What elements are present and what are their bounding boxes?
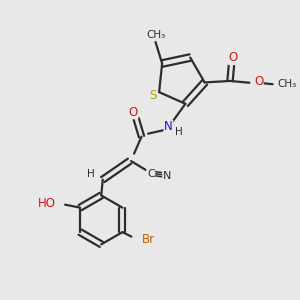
Text: HO: HO — [38, 197, 56, 210]
Text: S: S — [149, 89, 156, 102]
Text: N: N — [163, 171, 171, 181]
Text: O: O — [129, 106, 138, 119]
Text: N: N — [164, 120, 173, 133]
Text: H: H — [87, 169, 95, 179]
Text: CH₃: CH₃ — [278, 79, 297, 88]
Text: O: O — [254, 75, 263, 88]
Text: C: C — [147, 169, 155, 178]
Text: O: O — [228, 52, 238, 64]
Text: Br: Br — [142, 233, 155, 246]
Text: H: H — [175, 127, 183, 137]
Text: CH₃: CH₃ — [146, 30, 165, 40]
